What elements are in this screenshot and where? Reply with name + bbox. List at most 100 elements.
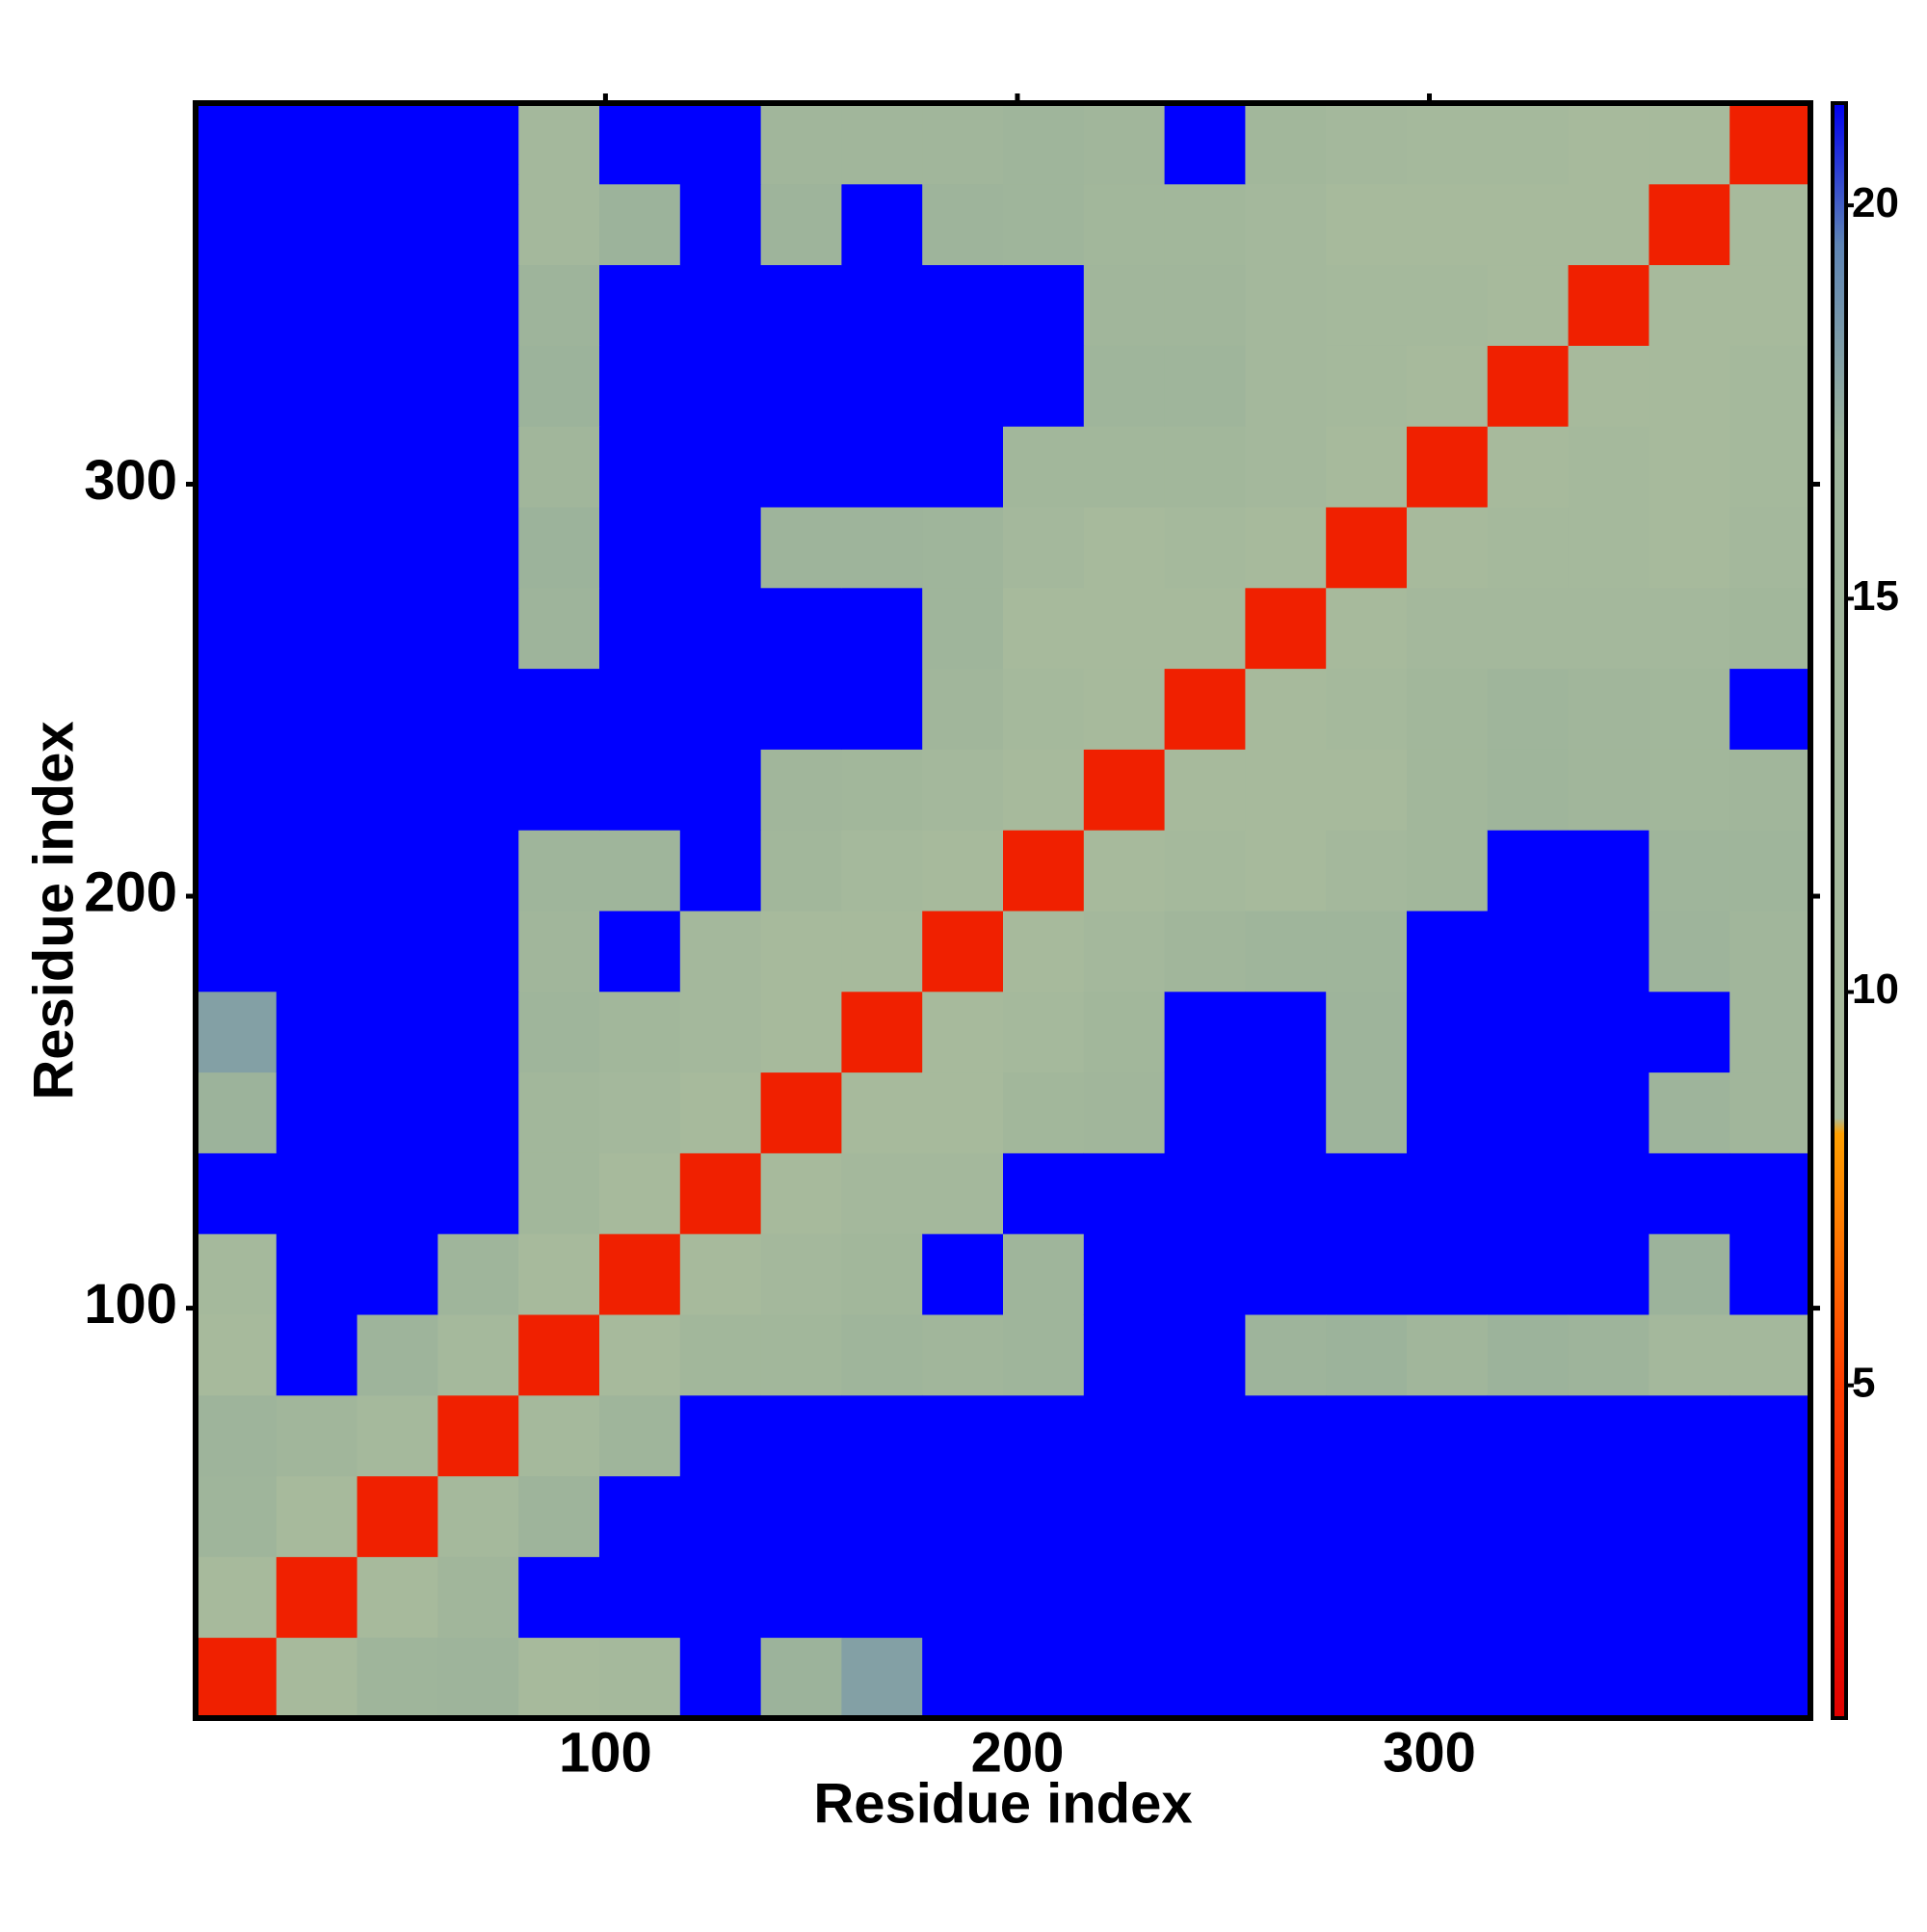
colorbar-tick-label: 20 xyxy=(1852,179,1899,226)
heatmap-cell xyxy=(1245,1475,1327,1557)
heatmap-cell xyxy=(922,1475,1004,1557)
heatmap-cell xyxy=(1568,183,1650,266)
heatmap-cell xyxy=(1245,1394,1327,1477)
heatmap-cell xyxy=(1083,1637,1166,1718)
heatmap-cell xyxy=(760,911,842,992)
heatmap-cell xyxy=(1568,1152,1650,1234)
heatmap-cell xyxy=(760,1556,842,1638)
heatmap-cell xyxy=(679,991,762,1073)
heatmap-cell xyxy=(599,1072,681,1153)
heatmap-cell xyxy=(922,1152,1004,1234)
heatmap-cell xyxy=(196,345,277,427)
heatmap-cell xyxy=(1407,587,1489,670)
heatmap-cell xyxy=(679,264,762,346)
heatmap-cell xyxy=(1568,1475,1650,1557)
heatmap-cell xyxy=(599,507,681,589)
heatmap-cell xyxy=(1487,911,1570,992)
heatmap-cell xyxy=(922,1394,1004,1477)
heatmap-cell xyxy=(276,426,358,508)
heatmap-cell xyxy=(1083,668,1166,750)
heatmap-cell xyxy=(760,345,842,427)
heatmap-cell xyxy=(276,1314,358,1396)
heatmap-cell xyxy=(841,991,923,1073)
heatmap-cell xyxy=(599,264,681,346)
heatmap-cell xyxy=(599,103,681,185)
heatmap-cell xyxy=(518,749,600,831)
heatmap-cell xyxy=(1729,668,1810,750)
heatmap-cell xyxy=(1487,1072,1570,1153)
heatmap-cell xyxy=(437,183,519,266)
heatmap-cell xyxy=(518,264,600,346)
heatmap-cell xyxy=(1164,668,1246,750)
heatmap-cell xyxy=(679,1637,762,1718)
colorbar-tick-label: 10 xyxy=(1852,966,1899,1013)
heatmap-cell xyxy=(1568,1637,1650,1718)
heatmap-cell xyxy=(841,1394,923,1477)
heatmap-cell xyxy=(841,1475,923,1557)
heatmap-cell xyxy=(1568,1233,1650,1315)
heatmap-cell xyxy=(1487,991,1570,1073)
heatmap-cell xyxy=(1568,830,1650,912)
heatmap-cell xyxy=(922,911,1004,992)
heatmap-cell xyxy=(1568,103,1650,185)
heatmap-cell xyxy=(1649,1556,1730,1638)
heatmap-cell xyxy=(518,1394,600,1477)
heatmap-cell xyxy=(518,103,600,185)
heatmap-cell xyxy=(1245,749,1327,831)
heatmap-cell xyxy=(760,103,842,185)
heatmap-cell xyxy=(1487,1314,1570,1396)
heatmap-cell xyxy=(922,264,1004,346)
heatmap-cell xyxy=(518,1475,600,1557)
heatmap-cell xyxy=(1164,991,1246,1073)
heatmap-cell xyxy=(518,991,600,1073)
heatmap-cell xyxy=(1326,507,1408,589)
heatmap-cell xyxy=(1164,426,1246,508)
heatmap-cell xyxy=(1649,1072,1730,1153)
heatmap-cell xyxy=(760,183,842,266)
heatmap-cell xyxy=(1568,345,1650,427)
heatmap-cell xyxy=(1326,911,1408,992)
heatmap-cell xyxy=(679,1072,762,1153)
heatmap-cell xyxy=(679,1475,762,1557)
heatmap-cell xyxy=(1083,1556,1166,1638)
heatmap-cell xyxy=(760,507,842,589)
heatmap-cell xyxy=(1729,587,1810,670)
heatmap-cell xyxy=(196,264,277,346)
heatmap-cell xyxy=(760,1314,842,1396)
heatmap-cell xyxy=(760,426,842,508)
heatmap-cell xyxy=(1164,749,1246,831)
heatmap-cell xyxy=(1407,1233,1489,1315)
heatmap-cell xyxy=(1568,264,1650,346)
heatmap-cell xyxy=(1164,1475,1246,1557)
heatmap-cell xyxy=(841,1072,923,1153)
heatmap-cell xyxy=(760,668,842,750)
heatmap-cell xyxy=(356,749,438,831)
heatmap-cell xyxy=(1407,911,1489,992)
heatmap-cell xyxy=(1164,1233,1246,1315)
heatmap-cell xyxy=(922,1072,1004,1153)
heatmap-cell xyxy=(1083,1233,1166,1315)
heatmap-cell xyxy=(437,1475,519,1557)
heatmap-cell xyxy=(196,911,277,992)
heatmap-cell xyxy=(841,830,923,912)
heatmap-cell xyxy=(437,103,519,185)
heatmap-cell xyxy=(356,1233,438,1315)
heatmap-cell xyxy=(1245,345,1327,427)
heatmap-cell xyxy=(679,1394,762,1477)
heatmap-cell xyxy=(196,1556,277,1638)
heatmap-cell xyxy=(518,426,600,508)
heatmap-cell xyxy=(1568,426,1650,508)
heatmap-cell xyxy=(841,668,923,750)
heatmap-cell xyxy=(1164,1072,1246,1153)
heatmap-cell xyxy=(922,749,1004,831)
heatmap-cell xyxy=(1083,587,1166,670)
heatmap-cell xyxy=(518,1637,600,1718)
x-tick-label: 100 xyxy=(559,1721,652,1784)
heatmap-cell xyxy=(760,830,842,912)
heatmap-cell xyxy=(1326,830,1408,912)
heatmap-cell xyxy=(599,830,681,912)
heatmap-cell xyxy=(922,830,1004,912)
heatmap-cell xyxy=(922,183,1004,266)
heatmap-cell xyxy=(1487,1637,1570,1718)
